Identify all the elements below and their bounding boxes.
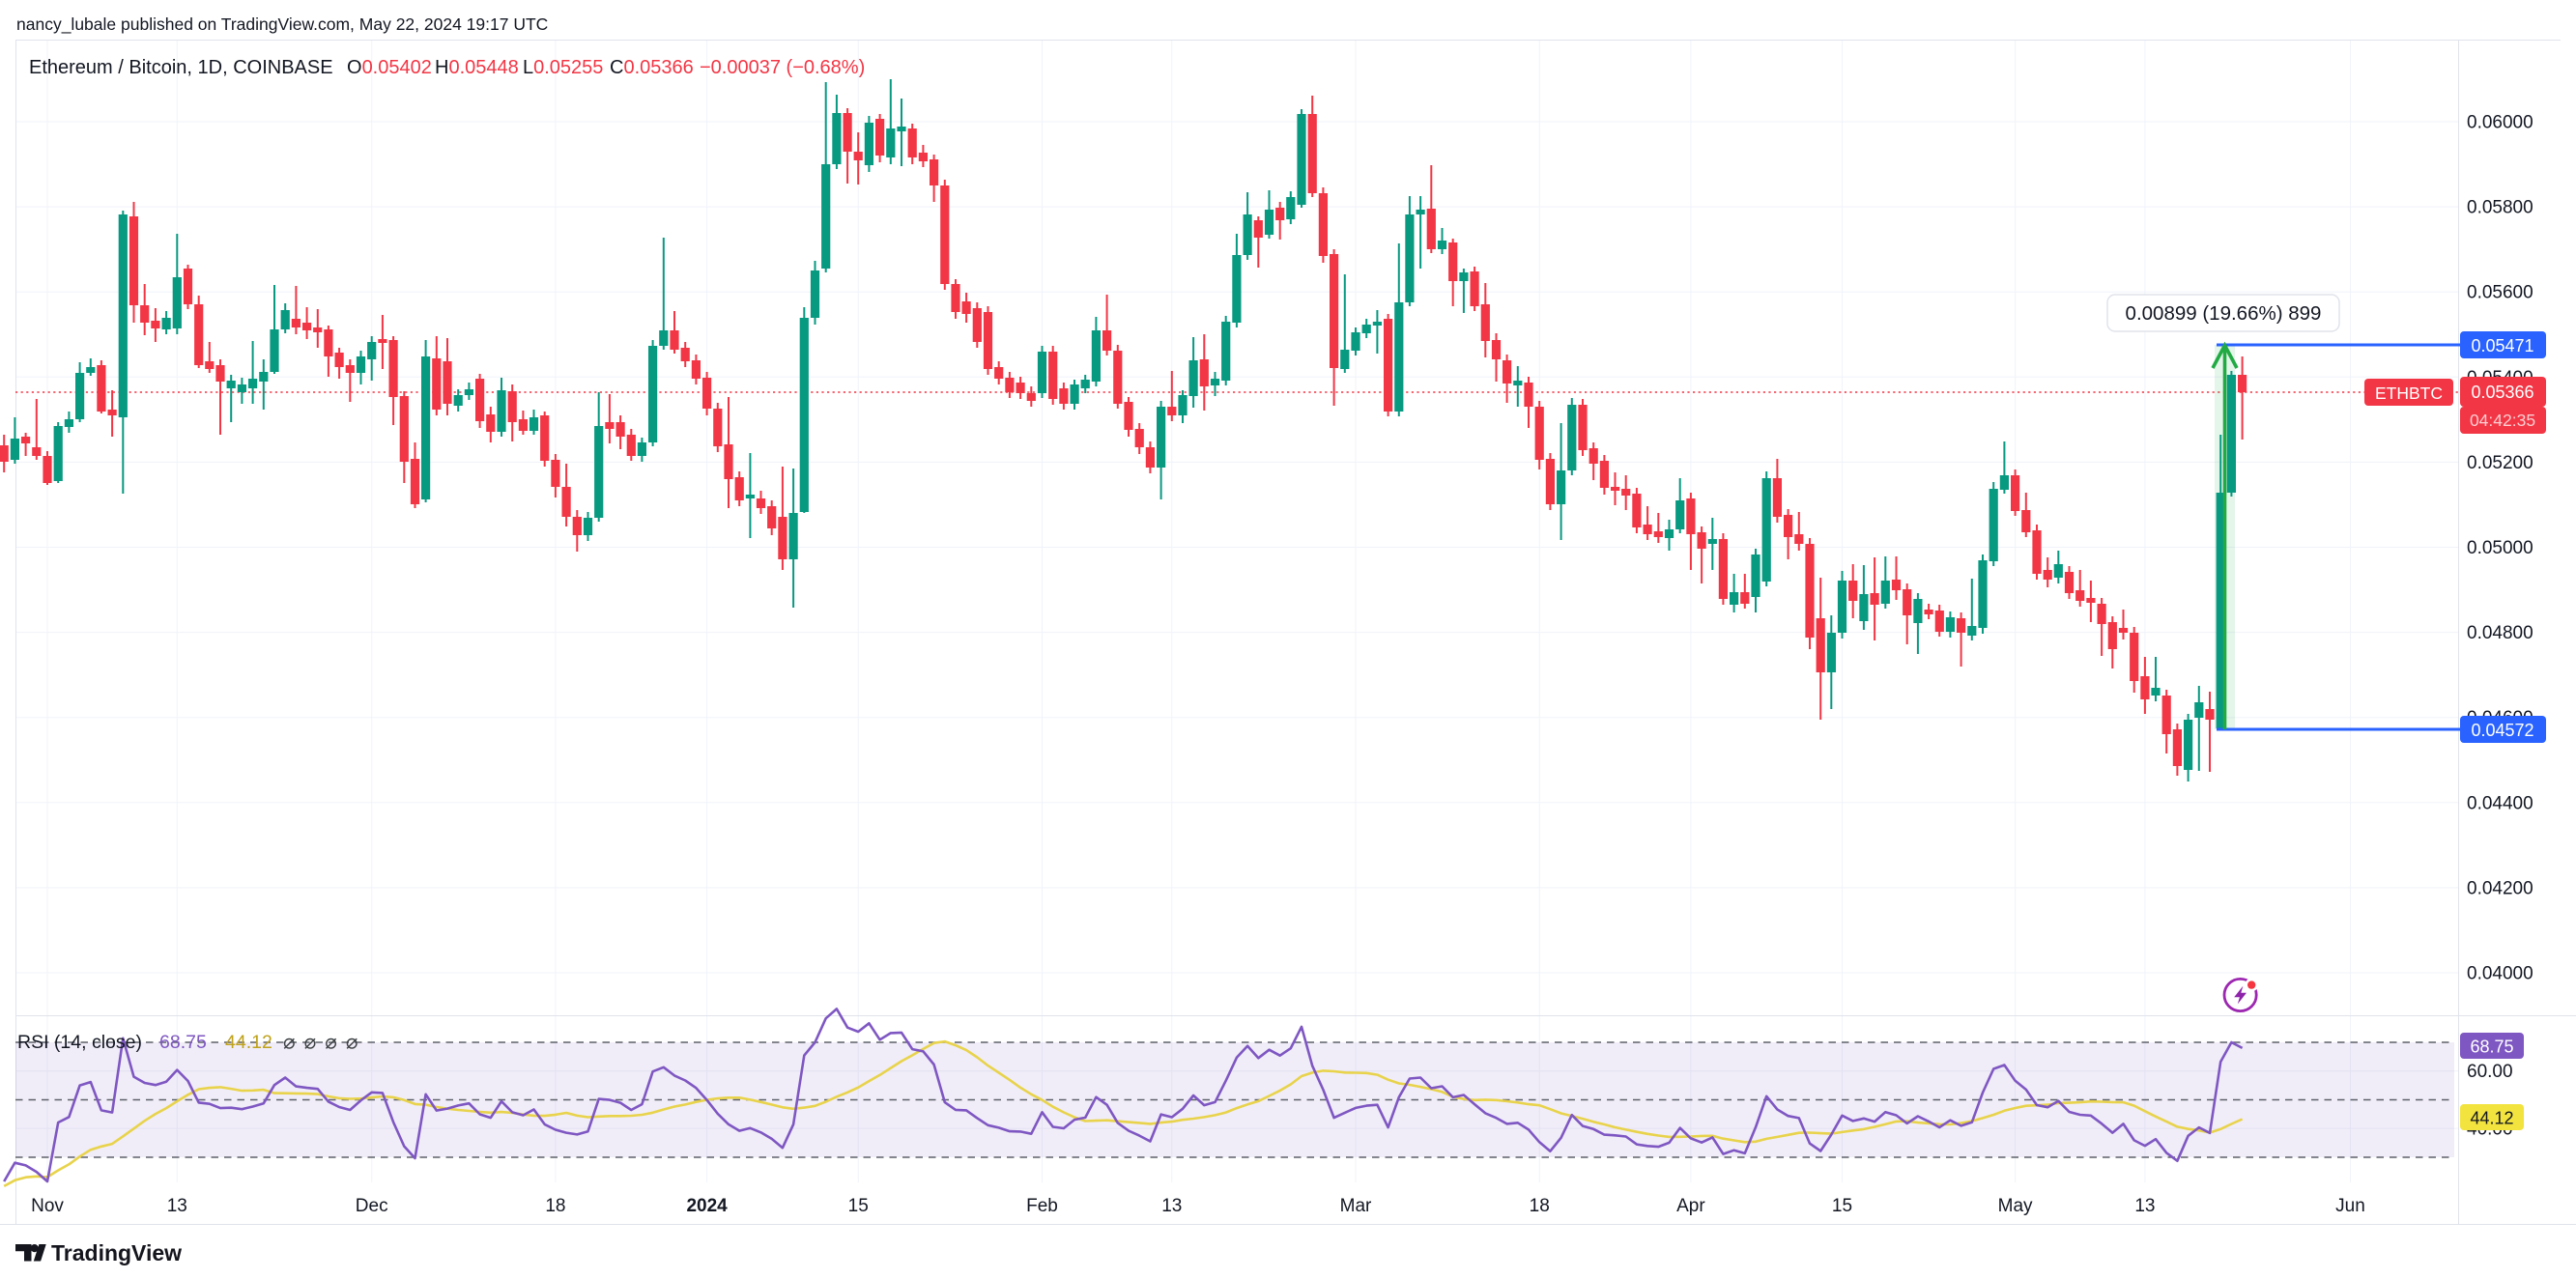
svg-text:0.04572: 0.04572 — [2471, 721, 2533, 740]
svg-text:RSI (14, close): RSI (14, close) — [17, 1032, 142, 1053]
svg-text:⌀⌀⌀⌀: ⌀⌀⌀⌀ — [283, 1032, 367, 1054]
svg-text:13: 13 — [167, 1196, 187, 1216]
svg-text:0.05471: 0.05471 — [2471, 336, 2533, 355]
svg-text:Nov: Nov — [31, 1196, 64, 1216]
svg-text:0.04400: 0.04400 — [2467, 793, 2533, 813]
svg-text:0.05000: 0.05000 — [2467, 538, 2533, 558]
svg-text:04:42:35: 04:42:35 — [2470, 411, 2535, 430]
svg-text:0.04000: 0.04000 — [2467, 964, 2533, 984]
svg-text:May: May — [1998, 1196, 2033, 1216]
svg-text:0.05800: 0.05800 — [2467, 198, 2533, 218]
svg-text:0.06000: 0.06000 — [2467, 113, 2533, 133]
svg-text:0.04800: 0.04800 — [2467, 623, 2533, 643]
svg-text:L0.05255: L0.05255 — [523, 57, 603, 78]
svg-text:44.12: 44.12 — [2470, 1109, 2513, 1128]
svg-text:2024: 2024 — [686, 1196, 728, 1216]
svg-text:TradingView: TradingView — [51, 1240, 182, 1265]
svg-text:Apr: Apr — [1676, 1196, 1705, 1216]
svg-text:C0.05366: C0.05366 — [610, 57, 694, 78]
svg-text:0.00899 (19.66%) 899: 0.00899 (19.66%) 899 — [2126, 302, 2322, 325]
svg-text:nancy_lubale published on Trad: nancy_lubale published on TradingView.co… — [16, 14, 548, 35]
svg-text:Mar: Mar — [1340, 1196, 1372, 1216]
svg-text:Ethereum / Bitcoin, 1D, COINBA: Ethereum / Bitcoin, 1D, COINBASE — [29, 57, 333, 78]
svg-text:44.12: 44.12 — [225, 1032, 272, 1053]
svg-text:13: 13 — [1161, 1196, 1182, 1216]
svg-text:15: 15 — [1832, 1196, 1852, 1216]
svg-text:−0.00037 (−0.68%): −0.00037 (−0.68%) — [700, 57, 865, 78]
svg-text:13: 13 — [2134, 1196, 2155, 1216]
svg-text:68.75: 68.75 — [159, 1032, 207, 1053]
svg-text:O0.05402: O0.05402 — [347, 57, 432, 78]
svg-text:Dec: Dec — [356, 1196, 388, 1216]
svg-text:60.00: 60.00 — [2467, 1062, 2513, 1082]
svg-text:0.05200: 0.05200 — [2467, 453, 2533, 473]
svg-text:Feb: Feb — [1026, 1196, 1058, 1216]
svg-text:0.05600: 0.05600 — [2467, 283, 2533, 303]
svg-text:0.04200: 0.04200 — [2467, 878, 2533, 898]
svg-text:0.05366: 0.05366 — [2471, 383, 2533, 402]
svg-text:Jun: Jun — [2335, 1196, 2365, 1216]
svg-text:68.75: 68.75 — [2470, 1037, 2513, 1057]
svg-text:18: 18 — [1530, 1196, 1550, 1216]
svg-text:15: 15 — [848, 1196, 869, 1216]
svg-text:H0.05448: H0.05448 — [435, 57, 519, 78]
svg-text:18: 18 — [545, 1196, 565, 1216]
svg-text:ETHBTC: ETHBTC — [2375, 384, 2443, 403]
